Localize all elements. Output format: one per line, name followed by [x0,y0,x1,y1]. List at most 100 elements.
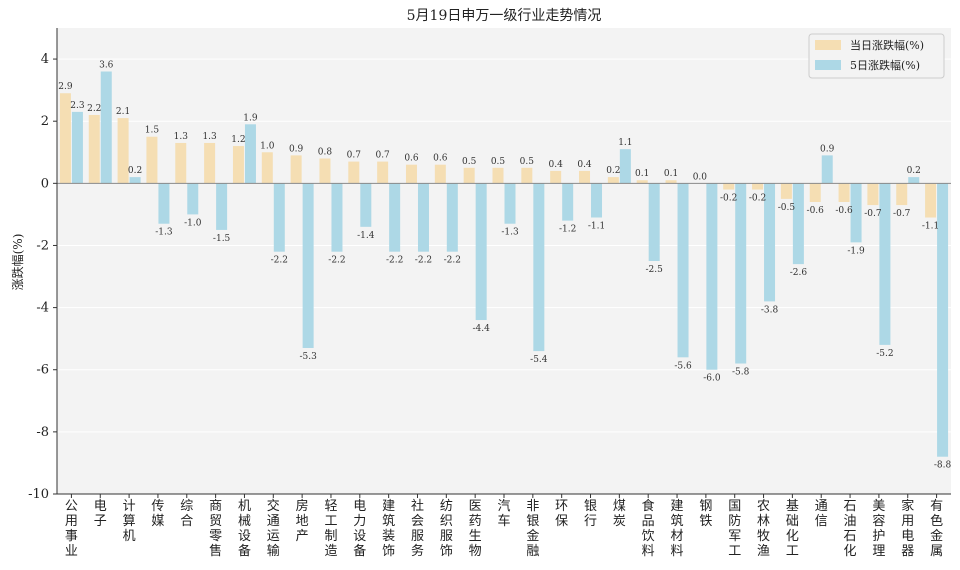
x-tick-label: 医药生物 [469,499,482,559]
data-label: -5.2 [876,349,893,359]
data-label: -0.2 [749,194,766,204]
bar-5day [475,183,487,321]
grid [57,58,951,433]
bar-5day [71,111,83,184]
chart-title: 5月19日申万一级行业走势情况 [407,8,602,24]
data-label: -0.5 [778,203,796,213]
bar-5day [417,183,429,252]
bar-5day [129,177,141,184]
data-label: 1.1 [618,138,632,148]
bar-daily [925,183,937,218]
data-label: -4.4 [472,324,490,334]
legend-swatch-5day [815,60,841,70]
y-tick-label: 4 [41,52,49,67]
data-label: 2.2 [87,104,101,114]
bar-5day [677,183,689,358]
bar-daily [261,152,273,184]
data-label: 0.4 [549,160,564,170]
bar-daily [579,170,591,184]
data-label: 1.3 [202,132,217,142]
x-tick-label: 钢铁 [699,499,712,529]
data-label: -1.1 [922,222,939,232]
data-label: 0.2 [907,166,921,176]
data-label: -5.3 [299,352,317,362]
x-tick-label: 通信 [815,499,828,529]
y-axis-title: 涨跌幅(%) [10,234,25,291]
x-tick-label: 建筑装饰 [382,499,395,559]
data-label: -1.1 [588,222,605,232]
y-tick-label: -2 [36,238,49,253]
x-tick-label: 纺织服饰 [440,499,453,559]
data-label: -2.5 [646,265,664,275]
data-label: 0.6 [404,154,419,164]
x-tick-label: 食品饮料 [642,498,655,559]
y-tick-label: -6 [36,363,49,378]
legend-box [808,33,945,79]
data-label: 0.1 [635,169,649,179]
data-label: 0.8 [318,147,333,157]
bar-daily [809,183,821,202]
data-label: 0.9 [820,144,835,154]
bar-daily [752,183,764,190]
bar-5day [187,183,199,215]
data-label: 0.5 [520,157,535,167]
data-label: -2.2 [328,256,345,266]
y-tick-label: -8 [36,425,49,440]
data-label: 0.4 [577,160,592,170]
bar-5day [648,183,660,261]
data-label: -5.4 [530,355,548,365]
bar-daily [377,161,389,184]
x-tick-label: 美容护理 [872,499,885,559]
data-label: 0.2 [606,166,620,176]
bar-5day [360,183,372,227]
data-label: 2.9 [58,82,73,92]
plot-area [57,28,951,494]
bar-daily [838,183,850,202]
x-tick-label: 环保 [555,499,568,529]
x-tick-label: 传媒 [151,499,164,529]
x-tick-label: 有色金属 [930,499,943,559]
x-tick-label: 计算机 [123,499,136,544]
bar-5day [591,183,603,218]
bar-5day [389,183,401,252]
data-label: 1.0 [260,141,275,151]
data-label: 0.0 [693,172,708,182]
bar-daily [204,142,216,184]
data-label: 1.2 [231,135,245,145]
data-label: -0.6 [835,206,853,216]
x-tick-label: 石油石化 [844,499,857,559]
bar-daily [867,183,879,206]
bar-5day [533,183,545,352]
data-label: -6.0 [703,374,721,384]
bar-daily [88,114,100,184]
bar-daily [348,161,360,184]
bar-5day [216,183,228,230]
data-label: -1.3 [155,228,173,238]
bar-5day [792,183,804,265]
bar-daily [59,93,71,184]
x-tick-label: 交通运输 [267,498,280,559]
x-tick-label: 轻工制造 [324,499,337,559]
data-label: -1.2 [559,225,576,235]
bar-daily [492,167,504,184]
bar-5day [821,155,833,184]
data-label: -5.6 [674,361,692,371]
x-tick-label: 电力设备 [353,499,366,559]
bar-5day [446,183,458,252]
data-label: -5.8 [732,368,750,378]
y-tick-label: -4 [36,301,49,316]
data-label: -0.2 [720,194,737,204]
bar-5day [850,183,862,243]
bar-5day [937,183,949,457]
bar-5day [331,183,343,252]
y-tick-label: -10 [28,487,49,502]
x-tick-label: 基础化工 [786,499,799,559]
data-label: 1.9 [243,113,258,123]
data-label: -2.2 [386,256,403,266]
x-tick-label: 机械设备 [238,499,251,559]
data-label: -2.2 [444,256,461,266]
legend: 当日涨跌幅(%) 5日涨跌幅(%) [808,33,945,79]
data-label: -1.4 [357,231,375,241]
bar-5day [273,183,285,252]
